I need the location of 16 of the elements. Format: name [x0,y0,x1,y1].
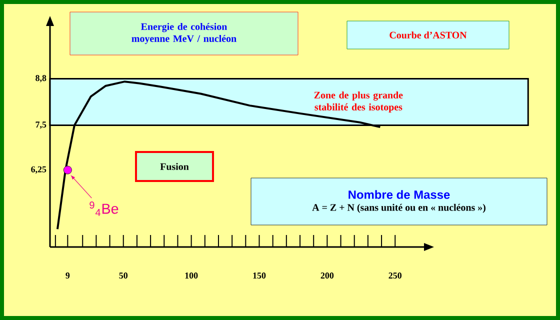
x-tick-label: 9 [66,272,70,279]
annotation: 9$_{4}$Be [90,202,118,216]
x-tick-label: 100 [185,272,198,279]
text: Courbe d’ASTON [390,31,467,39]
x-tick-label: 250 [388,272,402,279]
x-axis-title: Nombre de Masse [348,190,450,199]
annotation: Fusion [160,162,189,170]
y-tick-label: 8,8 [36,75,46,82]
band-label: Zone de plus grande stabilité des isotopes [314,91,403,112]
y-tick-label: 6,25 [31,166,46,174]
x-tick-label: 150 [253,272,266,279]
x-tick-label: 200 [320,272,334,279]
y-tick-label: 7,5 [36,122,46,129]
x-tick-label: 50 [119,272,128,279]
y-axis-title: Energie de cohésion moyenne MeV / nucléon [132,22,236,44]
annotation: A = Z + N (sans unité ou en « nucléons ») [312,204,486,213]
